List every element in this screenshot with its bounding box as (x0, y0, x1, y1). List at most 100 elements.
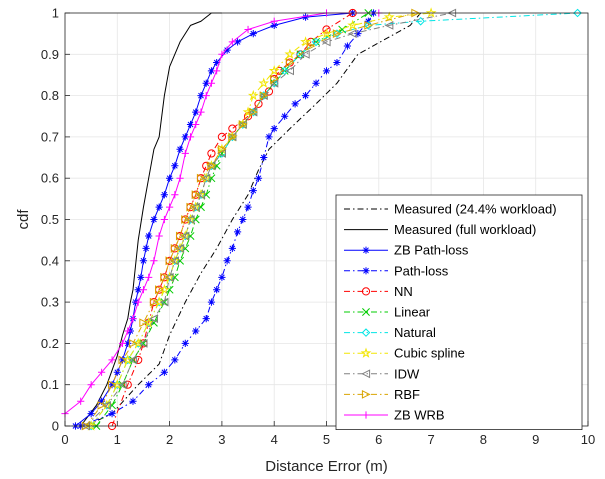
data-point (139, 257, 148, 265)
x-tick-label: 5 (323, 432, 330, 447)
data-point (176, 145, 184, 153)
y-tick-label: 0.4 (41, 253, 59, 268)
data-point (137, 273, 145, 281)
data-point (108, 401, 117, 410)
data-point (296, 49, 305, 59)
data-point (107, 380, 117, 390)
data-point (139, 286, 148, 294)
data-point (321, 37, 331, 47)
data-point (425, 7, 437, 18)
x-tick-label: 0 (61, 432, 68, 447)
data-point (270, 125, 278, 133)
legend: Measured (24.4% workload) Measured (full … (335, 194, 583, 431)
data-point (191, 190, 201, 200)
legend-label: Linear (394, 305, 431, 320)
data-point (242, 106, 254, 117)
data-point (249, 107, 258, 117)
data-point (285, 58, 295, 67)
data-point (300, 36, 312, 47)
data-point (181, 149, 189, 158)
data-point (361, 328, 371, 337)
data-point (197, 203, 205, 212)
data-point (149, 314, 159, 324)
data-point (244, 203, 252, 211)
data-point (181, 215, 191, 224)
series-line (111, 12, 353, 427)
data-point (181, 244, 190, 253)
data-point (249, 186, 257, 195)
data-point (383, 11, 395, 22)
series-0 (85, 12, 422, 427)
data-point (143, 317, 155, 328)
data-point (202, 190, 211, 199)
data-point (134, 298, 142, 306)
legend-label: Measured (full workload) (394, 222, 536, 237)
data-point (254, 174, 263, 182)
y-tick-label: 0.2 (41, 336, 59, 351)
data-point (321, 27, 332, 39)
data-point (98, 397, 106, 405)
data-point (270, 17, 278, 25)
data-point (202, 315, 210, 323)
x-tick-label: 7 (427, 432, 434, 447)
data-point (129, 397, 137, 405)
data-point (118, 355, 128, 365)
data-point (259, 91, 269, 100)
data-point (139, 339, 148, 348)
data-point (122, 354, 134, 365)
data-point (113, 368, 121, 376)
data-point (217, 132, 226, 141)
data-point (270, 21, 278, 29)
y-tick-label: 0.8 (41, 88, 59, 103)
data-point (228, 38, 236, 46)
data-point (207, 149, 216, 158)
x-tick-label: 2 (166, 432, 173, 447)
data-point (306, 41, 316, 51)
data-point (284, 48, 296, 59)
data-point (170, 273, 179, 282)
legend-item: Natural (344, 325, 436, 340)
data-point (361, 369, 371, 379)
legend-item: Linear (344, 305, 431, 320)
data-point (124, 327, 132, 335)
data-point (197, 108, 205, 116)
data-point (191, 215, 200, 224)
data-point (343, 42, 352, 50)
series-layer (61, 7, 582, 431)
series-line (64, 12, 379, 415)
data-point (166, 203, 174, 211)
data-point (268, 65, 280, 76)
data-point (129, 315, 137, 323)
data-point (186, 133, 195, 141)
legend-label: ZB WRB (394, 408, 445, 423)
data-point (175, 231, 185, 241)
legend-item: Path-loss (344, 263, 449, 278)
data-point (361, 389, 371, 399)
data-point (322, 67, 331, 75)
data-point (160, 368, 168, 376)
data-point (347, 19, 359, 31)
y-tick-label: 0.3 (41, 295, 59, 310)
legend-item: Measured (full workload) (344, 222, 536, 237)
data-point (171, 162, 179, 170)
data-point (202, 79, 210, 87)
data-point (160, 215, 168, 224)
legend-item: ZB WRB (344, 408, 445, 423)
data-point (233, 38, 242, 46)
series-line (80, 12, 222, 427)
data-point (160, 191, 168, 199)
series-3 (77, 9, 378, 430)
data-point (218, 273, 226, 281)
legend-label: RBF (394, 387, 420, 402)
data-point (301, 92, 310, 100)
legend-item: Cubic spline (344, 346, 465, 361)
y-tick-label: 0.7 (41, 129, 59, 144)
data-point (332, 29, 342, 39)
data-point (333, 58, 341, 67)
y-axis-title: cdf (15, 209, 32, 230)
data-point (207, 298, 216, 306)
data-point (364, 20, 374, 30)
data-point (259, 91, 269, 101)
legend-label: Measured (24.4% workload) (394, 202, 557, 217)
data-point (128, 355, 138, 365)
